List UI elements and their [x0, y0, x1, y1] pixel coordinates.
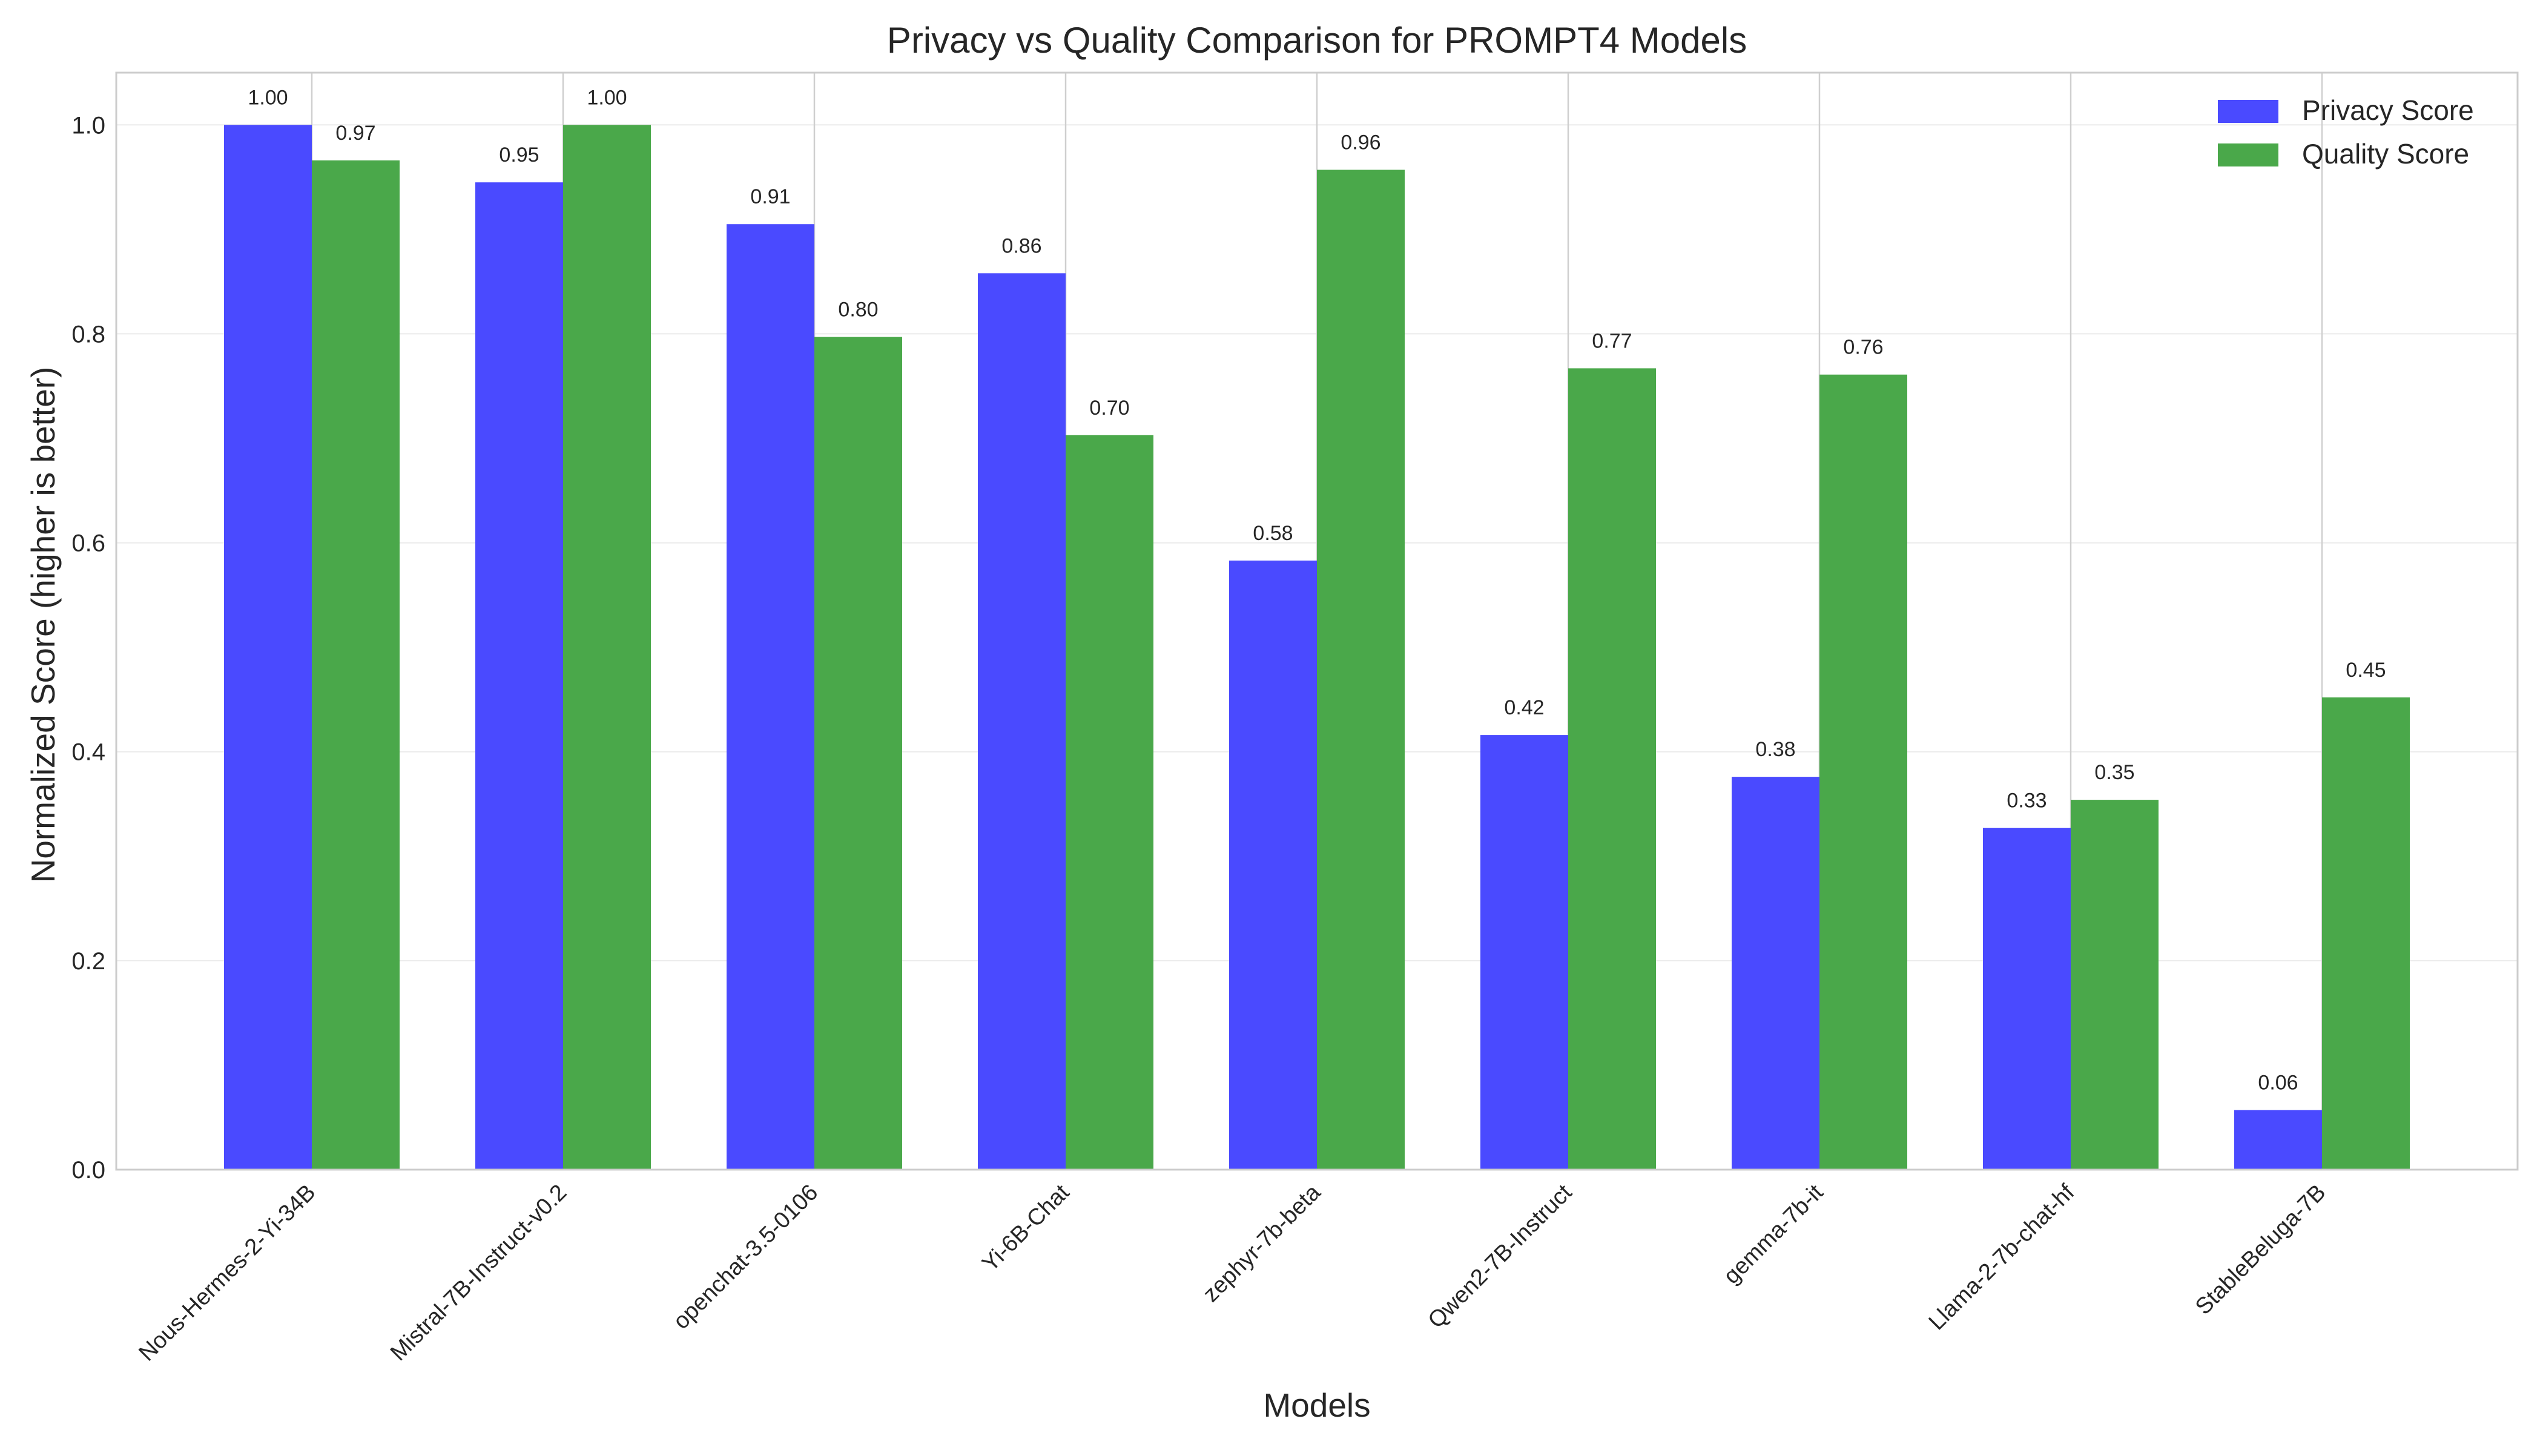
legend-label-privacy: Privacy Score: [2302, 94, 2474, 126]
privacy-score-bar: [978, 273, 1066, 1170]
privacy-score-bar: [727, 224, 814, 1170]
plot-frame: [115, 71, 2519, 1171]
quality-score-value-label: 0.45: [2346, 659, 2386, 682]
privacy-score-value-label: 0.38: [1755, 738, 1795, 761]
data-label-layer: 1.00 0.95 0.91 0.86 0.58 0.42 0.38 0.33 0.06 0.97…: [248, 86, 2386, 1094]
privacy-score-value-label: 0.42: [1504, 696, 1544, 719]
x-axis-label: Models: [1263, 1386, 1370, 1424]
y-tick-label: 0.4: [71, 739, 105, 766]
quality-score-bar: [563, 125, 651, 1170]
y-tick-label: 1.0: [71, 112, 105, 139]
y-tick-label: 0.6: [71, 530, 105, 557]
y-axis-label: Normalized Score (higher is better): [24, 367, 62, 883]
privacy-score-value-label: 0.06: [2258, 1072, 2298, 1095]
privacy-score-value-label: 0.58: [1253, 522, 1293, 545]
privacy-score-bar: [1229, 560, 1317, 1170]
quality-score-bar: [1819, 374, 1907, 1170]
quality-score-bar: [1066, 435, 1153, 1170]
privacy-score-bar: [1732, 777, 1819, 1170]
quality-score-value-label: 0.76: [1843, 336, 1883, 359]
privacy-score-value-label: 1.00: [248, 86, 288, 109]
privacy-score-bar: [1480, 735, 1568, 1170]
legend: Privacy Score Quality Score: [2218, 94, 2474, 170]
bar-layer: [224, 125, 2410, 1170]
privacy-score-bar: [475, 182, 563, 1170]
legend-swatch-quality: [2218, 143, 2278, 166]
privacy-score-value-label: 0.33: [2007, 789, 2047, 812]
quality-score-bar: [814, 337, 902, 1170]
quality-score-bar: [1568, 368, 1656, 1170]
privacy-score-bar: [2234, 1110, 2322, 1170]
quality-score-value-label: 1.00: [587, 86, 627, 109]
privacy-score-bar: [224, 125, 312, 1170]
privacy-score-bar: [1983, 828, 2071, 1170]
privacy-score-value-label: 0.86: [1001, 234, 1041, 257]
privacy-score-value-label: 0.95: [499, 143, 539, 166]
quality-score-value-label: 0.77: [1592, 329, 1632, 352]
quality-score-value-label: 0.96: [1341, 131, 1380, 154]
quality-score-bar: [312, 160, 400, 1170]
privacy-score-value-label: 0.91: [750, 185, 790, 208]
chart-title: Privacy vs Quality Comparison for PROMPT…: [887, 20, 1747, 61]
y-tick-label: 0.8: [71, 321, 105, 348]
legend-label-quality: Quality Score: [2302, 138, 2469, 170]
y-tick-label: 0.2: [71, 948, 105, 975]
quality-score-value-label: 0.35: [2094, 761, 2134, 784]
quality-score-value-label: 0.97: [335, 122, 375, 145]
y-tick-label: 0.0: [71, 1157, 105, 1184]
quality-score-bar: [1317, 170, 1405, 1170]
quality-score-value-label: 0.70: [1089, 397, 1129, 420]
quality-score-value-label: 0.80: [838, 298, 878, 321]
legend-swatch-privacy: [2218, 100, 2278, 123]
quality-score-bar: [2071, 800, 2159, 1170]
quality-score-bar: [2322, 697, 2410, 1170]
